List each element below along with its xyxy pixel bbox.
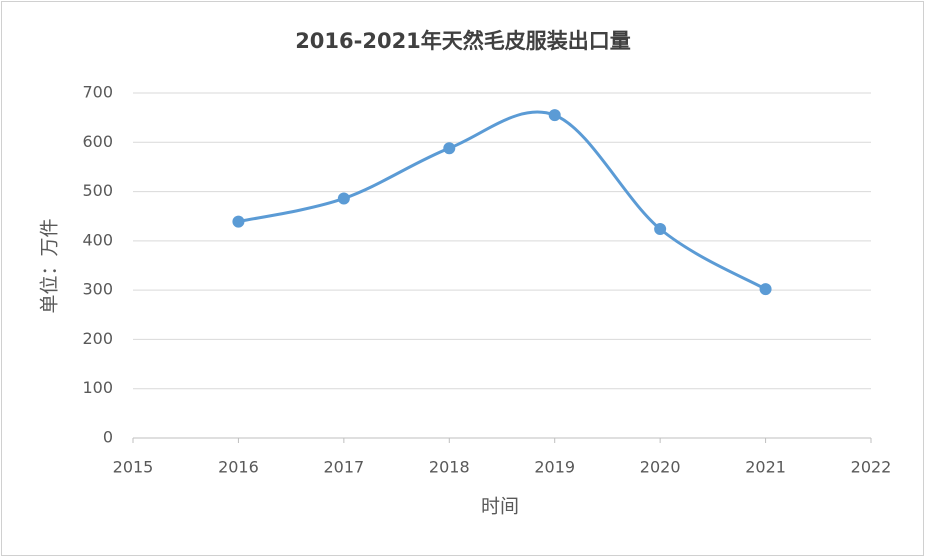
point (443, 142, 456, 155)
x-tick-label: 2016 (218, 458, 259, 477)
chart-title: 2016-2021年天然毛皮服装出口量 (295, 29, 631, 53)
y-tick-label: 500 (82, 181, 113, 200)
x-tick-label: 2020 (640, 458, 681, 477)
x-tick-label: 2021 (745, 458, 786, 477)
x-axis-label: 时间 (481, 496, 519, 518)
point (337, 192, 350, 205)
point (759, 283, 772, 296)
point (548, 109, 561, 122)
y-axis-label: 单位：万件 (39, 218, 61, 313)
y-tick-label: 700 (82, 83, 113, 102)
y-tick-label: 400 (82, 230, 113, 249)
y-tick-label: 300 (82, 280, 113, 299)
x-tick-label: 2019 (534, 458, 575, 477)
y-tick-label: 0 (103, 428, 113, 447)
x-tick-label: 2017 (323, 458, 364, 477)
x-tick-label: 2022 (851, 458, 892, 477)
point (654, 223, 667, 236)
y-tick-label: 600 (82, 132, 113, 151)
y-tick-label: 200 (82, 329, 113, 348)
y-tick-label: 100 (82, 378, 113, 397)
x-tick-label: 2015 (113, 458, 154, 477)
point (232, 215, 245, 228)
x-tick-label: 2018 (429, 458, 470, 477)
